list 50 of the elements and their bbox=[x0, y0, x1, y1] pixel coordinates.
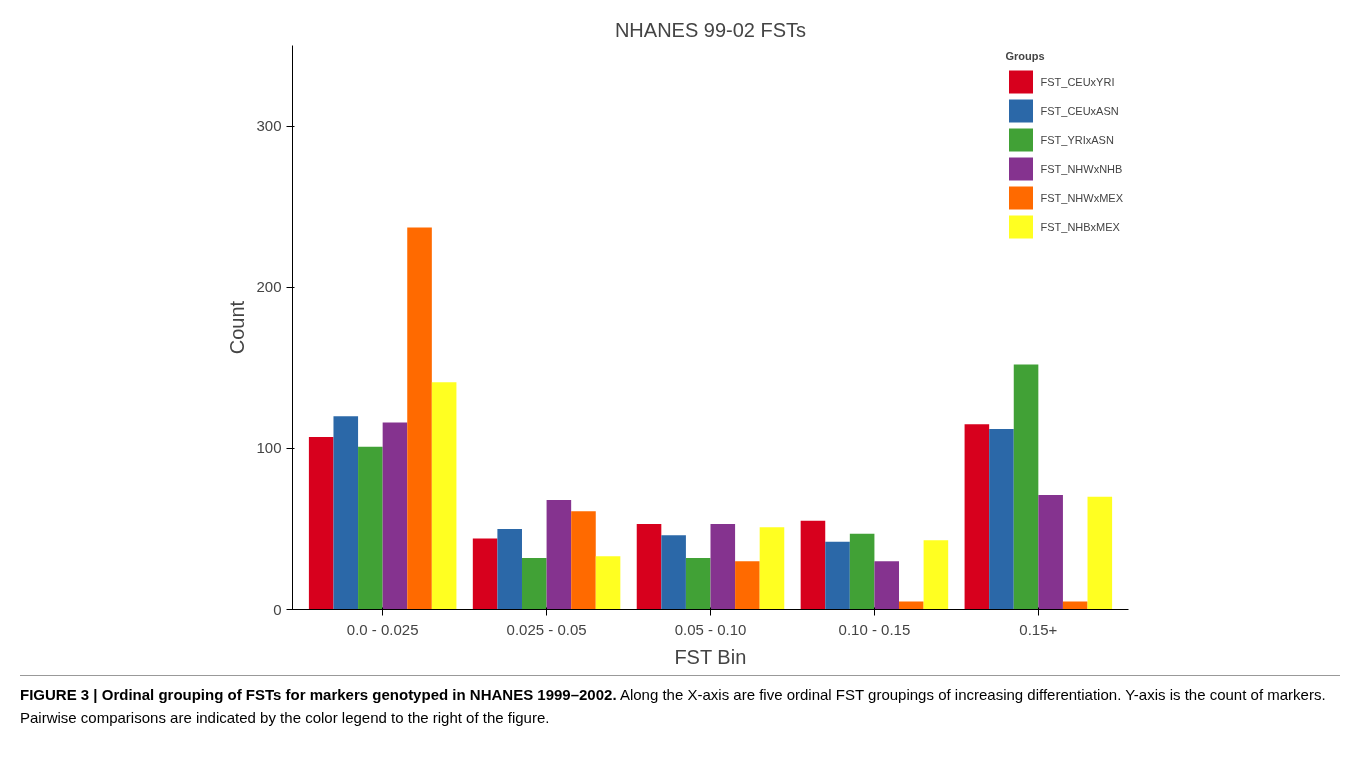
legend-label: FST_CEUxASN bbox=[1040, 103, 1119, 119]
x-tick-label: 0.0 - 0.025 bbox=[346, 620, 419, 638]
bar bbox=[1087, 496, 1113, 610]
y-tick-label: 300 bbox=[256, 117, 282, 135]
bar bbox=[308, 437, 334, 610]
x-tick-label: 0.15+ bbox=[1019, 620, 1058, 638]
bar bbox=[710, 524, 736, 610]
bar bbox=[358, 446, 383, 610]
y-axis-title: Count bbox=[226, 300, 249, 355]
y-tick-label: 0 bbox=[273, 600, 282, 618]
bar bbox=[521, 557, 547, 610]
y-tick-label: 100 bbox=[256, 439, 282, 457]
x-tick-label: 0.025 - 0.05 bbox=[506, 620, 587, 638]
bar bbox=[546, 499, 572, 610]
bar bbox=[1013, 364, 1039, 610]
bar bbox=[874, 561, 900, 610]
bar bbox=[899, 601, 924, 610]
chart-title: NHANES 99-02 FSTs bbox=[614, 18, 807, 41]
y-tick-label: 200 bbox=[256, 278, 282, 296]
bar bbox=[1038, 495, 1063, 610]
bar bbox=[431, 382, 457, 610]
x-tick-label: 0.05 - 0.10 bbox=[674, 620, 747, 638]
bar bbox=[1062, 601, 1088, 610]
legend-label: FST_NHBxMEX bbox=[1040, 219, 1120, 235]
bar bbox=[661, 535, 686, 610]
bar bbox=[849, 533, 875, 610]
bar bbox=[407, 227, 432, 610]
bar bbox=[685, 557, 711, 610]
legend-label: FST_NHWxNHB bbox=[1040, 161, 1123, 177]
bar bbox=[825, 541, 850, 610]
bar bbox=[989, 429, 1014, 610]
legend-title: Groups bbox=[1005, 50, 1046, 62]
legend-label: FST_NHWxMEX bbox=[1040, 190, 1123, 206]
x-axis-title: FST Bin bbox=[674, 645, 747, 668]
bar bbox=[333, 416, 359, 610]
bar bbox=[735, 561, 760, 610]
bar bbox=[472, 538, 498, 610]
bar bbox=[636, 524, 662, 610]
x-tick-label: 0.10 - 0.15 bbox=[838, 620, 911, 638]
legend-label: FST_CEUxYRI bbox=[1040, 74, 1115, 90]
bar bbox=[923, 540, 949, 610]
bar bbox=[497, 528, 522, 610]
caption: FIGURE 3 | Ordinal grouping of FSTs for markers genotyped in NHANES 1999–2002. bbox=[20, 686, 617, 703]
bar bbox=[595, 556, 621, 610]
bar bbox=[571, 511, 596, 610]
bar bbox=[964, 424, 990, 610]
bar bbox=[382, 422, 408, 610]
bar bbox=[800, 520, 826, 610]
legend-label: FST_YRIxASN bbox=[1040, 132, 1114, 148]
bar bbox=[759, 527, 785, 610]
